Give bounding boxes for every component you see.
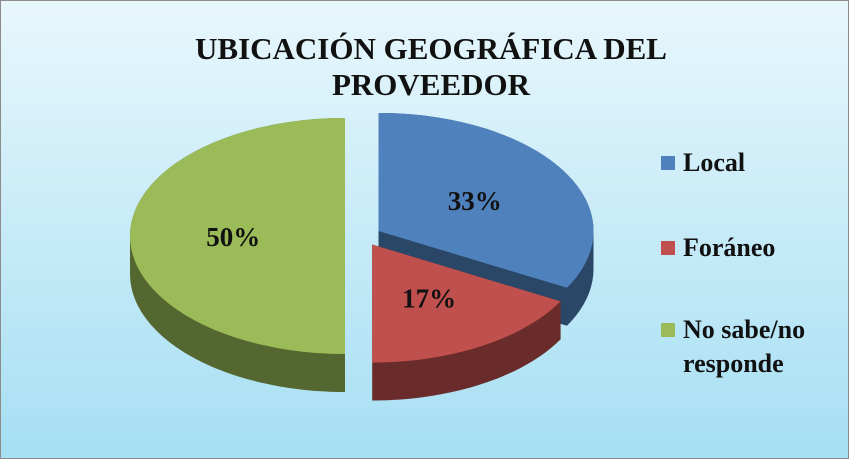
data-label: 33%	[448, 186, 502, 216]
slice	[130, 118, 345, 354]
legend-label: Local	[683, 148, 746, 177]
legend-entry: Local	[661, 146, 831, 180]
slice	[372, 244, 561, 363]
chart-title: UBICACIÓN GEOGRÁFICA DEL PROVEEDOR	[195, 31, 667, 102]
data-label: 17%	[402, 284, 456, 314]
legend-label: No sabe/no responde	[683, 315, 806, 378]
legend-swatch	[661, 241, 675, 255]
data-label: 50%	[206, 222, 260, 252]
legend-swatch	[661, 156, 675, 170]
legend-swatch	[661, 323, 675, 337]
slice	[378, 113, 594, 288]
legend-entry: No sabe/no responde	[661, 313, 831, 381]
legend-entry: Foráneo	[661, 231, 831, 265]
legend-label: Foráneo	[683, 233, 776, 262]
